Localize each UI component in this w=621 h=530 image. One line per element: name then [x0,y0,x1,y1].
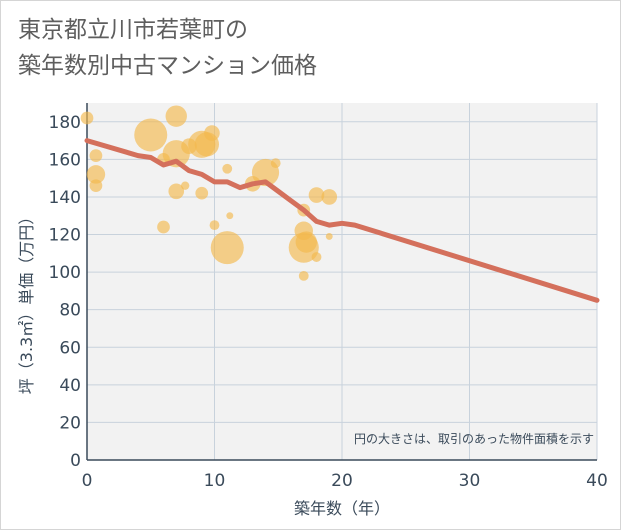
bubble-point [86,165,106,184]
y-tick-label: 140 [49,188,81,208]
x-tick-labels: 0 10 20 30 40 [82,471,608,491]
x-tick-label: 40 [586,471,608,491]
y-tick-label: 120 [49,226,81,246]
bubble-point [165,105,187,127]
bubble-point [308,187,325,203]
bubble-point [270,158,281,169]
bubble-point [222,163,233,174]
bubble-point [325,232,333,240]
bubble-point [89,149,103,162]
y-tick-label: 60 [59,338,81,358]
bubble-point [157,220,170,234]
chart-title: 東京都立川市若葉町の 築年数別中古マンション価格 [18,12,578,84]
y-tick-label: 40 [59,376,81,396]
x-axis-title: 築年数（年） [294,499,390,518]
size-legend-note: 円の大きさは、取引のあった物件面積を示す [354,431,594,446]
chart-title-line1: 東京都立川市若葉町の [18,17,248,43]
bubble-point [181,181,190,190]
bubble-point [168,183,185,200]
trend-line [84,138,600,303]
bubble-point [295,231,317,253]
y-tick-labels: 0 20 40 60 80 100 120 140 160 180 [49,113,81,471]
y-tick-label: 180 [49,113,81,133]
x-tick-label: 20 [331,471,353,491]
bubble-point [298,270,309,281]
bubble-point [195,186,209,200]
y-tick-label: 80 [59,301,81,321]
bubble-point [209,220,220,231]
bubble-point [134,118,168,152]
bubble-point [311,252,322,262]
bubble-point [321,189,338,205]
y-tick-label: 160 [49,150,81,170]
bubble-point [80,111,94,125]
x-tick-label: 30 [459,471,481,491]
y-tick-label: 0 [70,451,81,471]
y-axis-title: 坪（3.3㎡）単価（万円） [17,209,36,394]
bubble-point [204,125,220,141]
y-tick-label: 20 [59,413,81,433]
x-tick-label: 0 [82,471,93,491]
bubble-point [89,179,103,193]
x-tick-label: 10 [204,471,226,491]
y-tick-label: 100 [49,263,81,283]
bubble-point [226,212,234,220]
chart-title-line2: 築年数別中古マンション価格 [18,53,317,79]
bubble-point [210,231,244,265]
